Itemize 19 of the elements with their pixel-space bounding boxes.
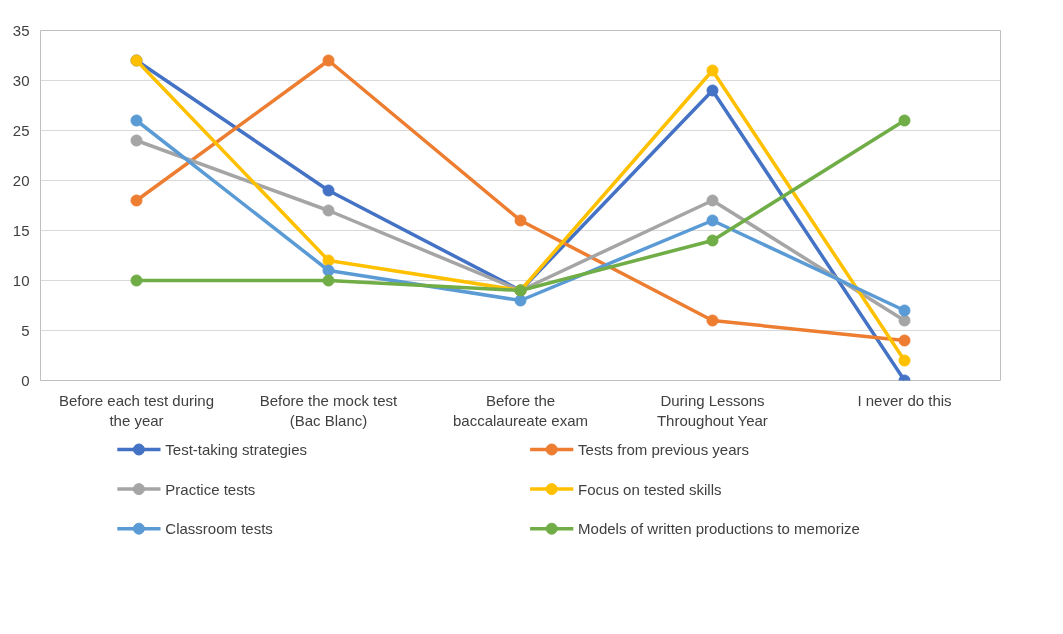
legend-label: Models of written productions to memorize	[578, 520, 860, 538]
y-tick-label: 10	[12, 271, 30, 289]
y-tick-label: 5	[21, 321, 30, 339]
legend-label: Classroom tests	[165, 520, 273, 538]
x-tick-label: Before the mock test (Bac Blanc)	[259, 391, 399, 429]
y-tick-label: 0	[21, 371, 30, 389]
y-tick-label: 35	[12, 21, 30, 39]
y-tick-label: 30	[12, 71, 30, 89]
x-tick-label: Before the baccalaureate exam	[452, 391, 589, 429]
y-tick-label: 20	[12, 171, 30, 189]
legend-label: Tests from previous years	[578, 441, 749, 458]
y-tick-label: 15	[12, 221, 30, 239]
x-tick-label: During Lessons Throughout Year	[656, 391, 768, 429]
y-tick-label: 25	[12, 121, 30, 139]
x-tick-label: Before each test during the year	[58, 391, 215, 429]
legend-label: Practice tests	[165, 480, 256, 498]
legend-label: Focus on tested skills	[578, 480, 722, 498]
legend-label: Test-taking strategies	[165, 441, 308, 458]
x-tick-label: I never do this	[857, 391, 952, 409]
